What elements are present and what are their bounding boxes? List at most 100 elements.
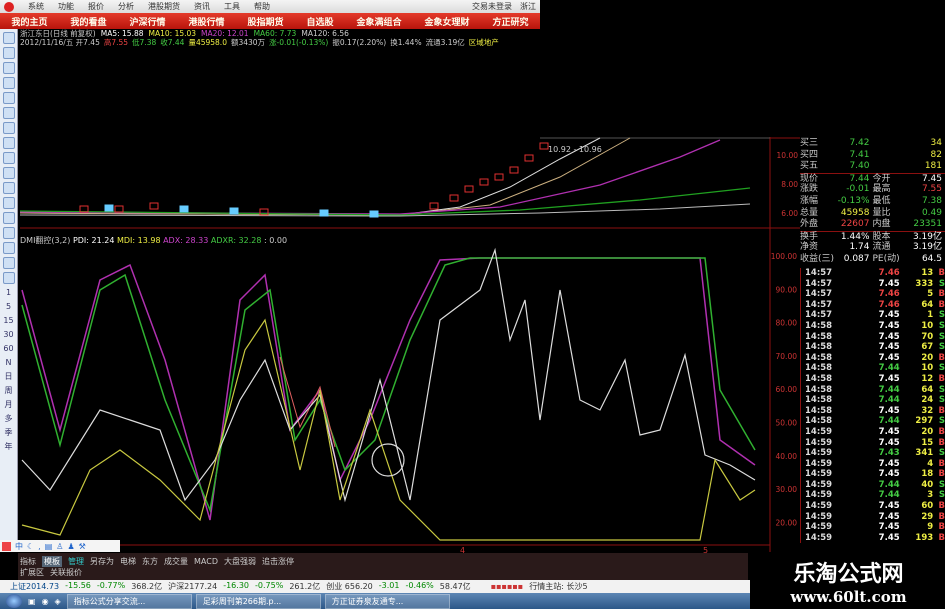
menu-extra[interactable]: 浙江 — [520, 2, 536, 11]
tick-trades-list[interactable]: 14:57 7.46 13 B 14:57 7.45 333 S 14:57 7.46 5 B 14:5… — [800, 268, 945, 544]
comma-icon[interactable]: , — [38, 541, 41, 551]
toolbar-tool-icon[interactable] — [2, 152, 15, 164]
menu-item[interactable]: 港股期货 — [148, 2, 180, 11]
taskbar-window[interactable]: 足彩周刊第266期.p... — [195, 593, 321, 609]
indicator-tab[interactable]: 追击涨停 — [261, 557, 294, 566]
shirt-icon[interactable]: ♟ — [67, 541, 75, 551]
nav-tab[interactable]: 方正研究 — [492, 17, 529, 28]
nav-tab[interactable]: 自选股 — [306, 17, 334, 28]
period-button[interactable]: 30 — [3, 330, 14, 339]
pdi-line — [21, 247, 756, 503]
nav-tab[interactable]: 港股行情 — [188, 17, 225, 28]
trade-time: 14:59 — [805, 479, 833, 490]
info-field: 振0.17(2.20%) — [332, 38, 387, 47]
toolbar-tool-icon[interactable] — [2, 272, 15, 284]
quote-label — [873, 150, 908, 162]
period-button[interactable]: 月 — [4, 400, 13, 409]
menu-item[interactable]: 系统 — [28, 2, 44, 11]
menu-item[interactable]: 帮助 — [254, 2, 270, 11]
trade-volume: 341 — [915, 448, 934, 459]
trade-row: 14:58 7.45 32 B — [801, 406, 945, 417]
toolbar-tool-icon[interactable] — [2, 77, 15, 89]
taskbar-window[interactable]: 方正证券泉友通专... — [324, 593, 450, 609]
toolbar-tool-icon[interactable] — [2, 167, 15, 179]
kline-chart[interactable]: 10.92 - 10.96 10.00 8.00 6.00 — [20, 47, 800, 237]
indicator-tab[interactable]: 东方 — [142, 557, 158, 566]
quicklaunch-icon[interactable]: ▣ — [28, 596, 36, 606]
indicator-tab[interactable]: 管理 — [68, 557, 84, 566]
toolbar-tool-icon[interactable] — [2, 242, 15, 254]
menu-item[interactable]: 分析 — [118, 2, 134, 11]
period-button[interactable]: 周 — [4, 386, 13, 395]
period-button[interactable]: 季 — [4, 428, 13, 437]
toolbar-tool-icon[interactable] — [2, 182, 15, 194]
period-button[interactable]: N — [5, 358, 12, 367]
indicator-tab[interactable]: 电梯 — [120, 557, 136, 566]
axis-label: 70.00 — [776, 352, 798, 361]
input-method-button[interactable]: 中 — [15, 541, 23, 551]
trade-price: 7.45 — [878, 522, 900, 533]
nav-tab[interactable]: 沪深行情 — [129, 17, 166, 28]
toolbar-tool-icon[interactable] — [2, 122, 15, 134]
nav-tab[interactable]: 金象女理财 — [424, 17, 470, 28]
menu-item[interactable]: 报价 — [88, 2, 104, 11]
indicator-tab[interactable]: 成交量 — [164, 557, 188, 566]
period-button[interactable]: 5 — [5, 302, 12, 311]
trade-volume: 29 — [921, 511, 934, 522]
toolbar-tool-icon[interactable] — [2, 137, 15, 149]
period-button[interactable]: 60 — [3, 344, 14, 353]
menu-item[interactable]: 工具 — [224, 2, 240, 11]
quote-label: PE(动) — [872, 253, 900, 264]
nav-tab[interactable]: 我的主页 — [11, 17, 48, 28]
taskbar-window[interactable]: 指标公式分享交流... — [66, 593, 192, 609]
extension-tab[interactable]: 关联报价 — [50, 568, 82, 577]
indicator-tab[interactable]: 另存为 — [90, 557, 114, 566]
login-status[interactable]: 交易未登录 — [472, 2, 512, 11]
adxr-line — [21, 257, 756, 513]
dmi-indicator-chart[interactable]: 100.00 90.00 80.00 70.00 60.00 50.00 40.00 30.0… — [0, 237, 800, 553]
info-field: 浙江东日(日线 前复权) — [20, 29, 96, 38]
indicator-tab[interactable]: 大盘强弱 — [223, 557, 256, 566]
nav-tab[interactable]: 金象满组合 — [356, 17, 402, 28]
toolbar-tool-icon[interactable] — [2, 227, 15, 239]
toolbar-tool-icon[interactable] — [2, 92, 15, 104]
toolbar-tool-icon[interactable] — [2, 62, 15, 74]
toolbar-tool-icon[interactable] — [2, 197, 15, 209]
moon-icon[interactable]: ☾ — [27, 541, 35, 551]
info-field: 区域地产 — [468, 38, 499, 47]
candle — [464, 185, 474, 193]
menu-item[interactable]: 功能 — [58, 2, 74, 11]
menu-item[interactable]: 资讯 — [194, 2, 210, 11]
toolbar-tool-icon[interactable] — [2, 212, 15, 224]
toolbar-tool-icon[interactable] — [2, 257, 15, 269]
indicator-name[interactable]: DMI翻控(3,2) — [20, 236, 71, 245]
period-button[interactable]: 多 — [4, 414, 13, 423]
period-button[interactable]: 年 — [4, 442, 13, 451]
toolbar-tool-icon[interactable] — [2, 47, 15, 59]
period-button[interactable]: 日 — [4, 372, 13, 381]
period-button[interactable]: 1 — [5, 288, 12, 297]
period-button[interactable]: 15 — [3, 316, 14, 325]
trade-price: 7.45 — [878, 331, 900, 342]
quicklaunch-icon[interactable]: ◈ — [54, 596, 61, 606]
candle — [229, 207, 239, 215]
trade-volume: 20 — [921, 426, 934, 437]
user-icon[interactable]: ♙ — [56, 541, 64, 551]
nav-tab[interactable]: 我的看盘 — [70, 17, 107, 28]
nav-tab[interactable]: 股指期货 — [247, 17, 284, 28]
trade-side: S — [938, 479, 945, 490]
toolbar-tool-icon[interactable] — [2, 107, 15, 119]
trade-side: S — [938, 363, 945, 374]
toolbar-tool-icon[interactable] — [2, 32, 15, 44]
indicator-tab[interactable]: 模板 — [42, 556, 62, 567]
indicator-tab[interactable]: 指标 — [20, 557, 36, 566]
quicklaunch-icon[interactable]: ◉ — [41, 596, 49, 606]
wrench-icon[interactable]: ⚒ — [78, 541, 86, 551]
keyboard-icon[interactable]: ▤ — [44, 541, 53, 551]
trade-price: 7.45 — [878, 469, 900, 480]
indicator-tab[interactable]: MACD — [194, 557, 218, 566]
extension-tab[interactable]: 扩展区 — [20, 568, 44, 577]
info-field: 涨-0.01(-0.13%) — [269, 38, 329, 47]
start-button[interactable] — [6, 594, 22, 608]
quote-row: 换手 1.44% 股本 3.19亿 — [800, 230, 945, 243]
